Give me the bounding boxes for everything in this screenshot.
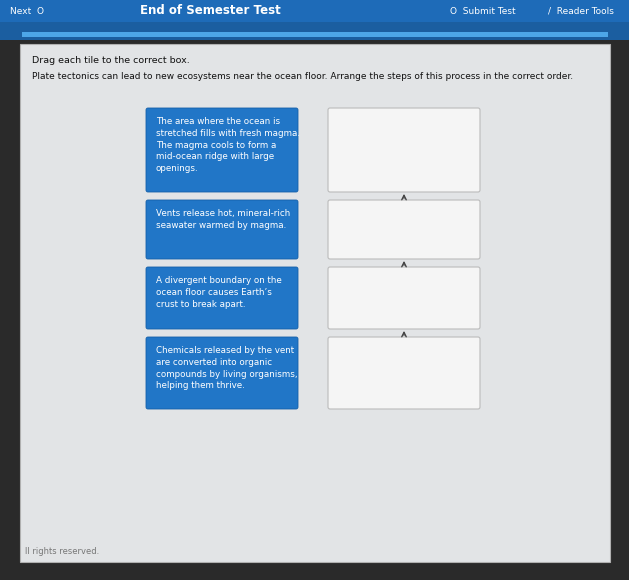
Text: O  Submit Test: O Submit Test — [450, 6, 516, 16]
FancyBboxPatch shape — [328, 200, 480, 259]
Text: The area where the ocean is
stretched fills with fresh magma.
The magma cools to: The area where the ocean is stretched fi… — [156, 117, 300, 173]
FancyBboxPatch shape — [328, 108, 480, 192]
FancyBboxPatch shape — [0, 22, 629, 40]
Text: Next  O: Next O — [10, 6, 44, 16]
FancyBboxPatch shape — [0, 562, 629, 580]
FancyBboxPatch shape — [22, 32, 608, 37]
FancyBboxPatch shape — [20, 44, 610, 562]
FancyBboxPatch shape — [328, 267, 480, 329]
FancyBboxPatch shape — [146, 267, 298, 329]
Text: ll rights reserved.: ll rights reserved. — [25, 547, 99, 556]
FancyBboxPatch shape — [146, 108, 298, 192]
Text: Drag each tile to the correct box.: Drag each tile to the correct box. — [32, 56, 190, 65]
FancyBboxPatch shape — [146, 200, 298, 259]
FancyBboxPatch shape — [146, 337, 298, 409]
Text: Plate tectonics can lead to new ecosystems near the ocean floor. Arrange the ste: Plate tectonics can lead to new ecosyste… — [32, 72, 573, 81]
Text: Chemicals released by the vent
are converted into organic
compounds by living or: Chemicals released by the vent are conve… — [156, 346, 298, 390]
Text: End of Semester Test: End of Semester Test — [140, 5, 281, 17]
Text: /  Reader Tools: / Reader Tools — [548, 6, 614, 16]
Text: Vents release hot, mineral-rich
seawater warmed by magma.: Vents release hot, mineral-rich seawater… — [156, 209, 290, 230]
Text: A divergent boundary on the
ocean floor causes Earth’s
crust to break apart.: A divergent boundary on the ocean floor … — [156, 276, 282, 309]
FancyBboxPatch shape — [0, 0, 629, 22]
FancyBboxPatch shape — [328, 337, 480, 409]
